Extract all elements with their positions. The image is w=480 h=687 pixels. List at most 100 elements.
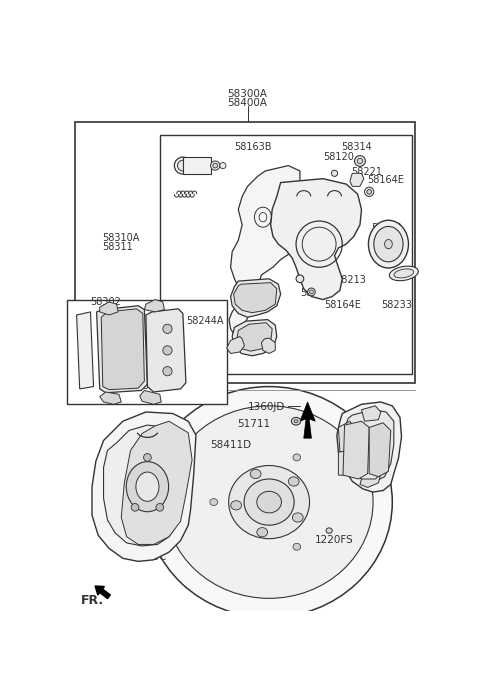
Text: 58310A: 58310A: [102, 234, 139, 243]
Polygon shape: [360, 473, 381, 488]
Polygon shape: [337, 402, 402, 492]
Ellipse shape: [291, 418, 300, 425]
Ellipse shape: [355, 155, 365, 166]
Ellipse shape: [293, 454, 300, 461]
Polygon shape: [343, 421, 369, 479]
Ellipse shape: [178, 160, 188, 171]
Polygon shape: [345, 409, 394, 482]
Text: 58300A: 58300A: [228, 89, 267, 99]
Ellipse shape: [257, 528, 268, 537]
Polygon shape: [183, 157, 211, 174]
Circle shape: [156, 504, 164, 511]
Text: 58411D: 58411D: [211, 440, 252, 451]
Text: 1220FS: 1220FS: [315, 535, 354, 545]
Ellipse shape: [293, 543, 300, 550]
Text: 1360JD: 1360JD: [248, 402, 285, 412]
Text: 58164E: 58164E: [324, 300, 361, 310]
Ellipse shape: [257, 491, 281, 513]
Circle shape: [163, 346, 172, 355]
Ellipse shape: [332, 170, 337, 177]
Text: 58213: 58213: [336, 275, 366, 285]
Circle shape: [144, 453, 151, 461]
Ellipse shape: [211, 161, 220, 170]
FancyArrow shape: [95, 586, 110, 598]
Polygon shape: [350, 173, 364, 186]
Text: 58233: 58233: [381, 300, 412, 310]
Ellipse shape: [294, 420, 298, 423]
Polygon shape: [77, 312, 94, 389]
Polygon shape: [92, 412, 196, 561]
Text: 58400A: 58400A: [228, 98, 267, 108]
Ellipse shape: [394, 269, 414, 278]
Polygon shape: [121, 421, 192, 544]
Text: 58244A: 58244A: [142, 381, 180, 391]
Text: 58232: 58232: [371, 223, 402, 233]
Ellipse shape: [213, 164, 217, 168]
Polygon shape: [271, 179, 361, 300]
Text: 58390B: 58390B: [127, 543, 167, 553]
Ellipse shape: [389, 266, 418, 281]
Polygon shape: [230, 279, 281, 317]
Polygon shape: [96, 306, 147, 393]
Bar: [160, 135, 412, 374]
Polygon shape: [338, 451, 354, 475]
Ellipse shape: [374, 227, 403, 262]
Polygon shape: [146, 309, 186, 392]
Polygon shape: [140, 390, 161, 405]
Text: 58222: 58222: [300, 288, 331, 298]
Ellipse shape: [165, 406, 373, 598]
Ellipse shape: [231, 501, 241, 510]
Ellipse shape: [308, 288, 315, 295]
Ellipse shape: [174, 157, 192, 174]
Polygon shape: [227, 337, 244, 354]
Text: 58244A: 58244A: [186, 316, 223, 326]
Circle shape: [163, 324, 172, 333]
Polygon shape: [100, 392, 121, 405]
Polygon shape: [361, 406, 381, 421]
Ellipse shape: [310, 290, 313, 294]
Ellipse shape: [292, 513, 303, 522]
Ellipse shape: [296, 275, 304, 282]
Polygon shape: [234, 282, 277, 313]
Polygon shape: [237, 323, 272, 351]
Ellipse shape: [357, 158, 363, 164]
Circle shape: [163, 367, 172, 376]
Polygon shape: [232, 319, 277, 356]
Text: FR.: FR.: [81, 594, 104, 607]
Text: 58221: 58221: [351, 167, 382, 177]
Text: 58164E: 58164E: [368, 174, 405, 185]
Ellipse shape: [146, 387, 392, 618]
Polygon shape: [369, 423, 391, 477]
Polygon shape: [229, 166, 300, 338]
Ellipse shape: [250, 469, 261, 479]
Text: 58314: 58314: [341, 142, 372, 152]
Ellipse shape: [244, 479, 294, 525]
Ellipse shape: [326, 528, 332, 533]
Polygon shape: [100, 302, 118, 315]
Ellipse shape: [367, 190, 372, 194]
Ellipse shape: [220, 163, 226, 169]
Text: 58390C: 58390C: [127, 552, 167, 562]
Ellipse shape: [136, 472, 159, 502]
Ellipse shape: [288, 477, 299, 486]
Text: 51711: 51711: [237, 419, 270, 429]
Circle shape: [131, 504, 139, 511]
Ellipse shape: [126, 462, 168, 512]
Polygon shape: [144, 300, 164, 312]
Polygon shape: [101, 309, 144, 390]
Polygon shape: [300, 402, 315, 438]
Ellipse shape: [365, 187, 374, 196]
Text: 58302: 58302: [90, 297, 121, 306]
Text: 58163B: 58163B: [234, 142, 272, 152]
Ellipse shape: [228, 466, 310, 539]
Ellipse shape: [369, 221, 408, 268]
Polygon shape: [104, 425, 186, 546]
Polygon shape: [262, 338, 275, 354]
Polygon shape: [338, 421, 354, 452]
Ellipse shape: [384, 240, 392, 249]
Text: 58120: 58120: [323, 152, 354, 161]
Ellipse shape: [210, 499, 217, 506]
Bar: [75, 122, 415, 383]
Bar: [67, 300, 227, 403]
Text: 58311: 58311: [102, 242, 133, 252]
